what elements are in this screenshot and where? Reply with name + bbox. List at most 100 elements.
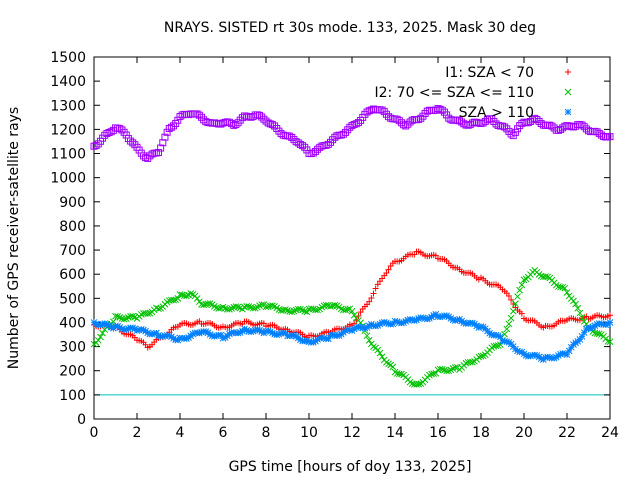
series-3-marker [361,110,369,118]
series-3-marker [163,128,171,136]
series-2-marker [383,319,390,327]
series-2-marker [598,320,605,328]
series-2-marker [140,326,147,334]
series-3-marker [533,115,541,123]
series-2-marker [129,324,137,332]
y-tick-label: 600 [59,267,86,283]
series-2-marker [144,329,152,337]
series-1-marker [251,304,259,312]
series-1-marker [415,380,423,388]
series-3-marker [266,120,274,128]
series-3-marker [434,105,442,113]
series-2-marker [374,322,382,329]
series-1-marker [514,293,521,300]
series-3-marker [576,120,584,128]
series-2-marker [346,326,354,334]
series-2-marker [243,326,251,334]
series-1-marker [445,367,453,375]
series-1-marker [125,314,132,321]
series-2-marker [393,318,401,325]
x-tick-label: 22 [558,425,576,441]
series-1-marker [374,346,382,354]
series-1-marker [578,314,586,322]
series-0-marker [374,281,381,288]
series-1-marker [479,352,487,360]
series-1-marker [348,307,356,315]
series-0-marker [508,296,515,303]
series-3-marker [339,130,347,138]
series-1-marker [451,364,459,371]
y-tick-label: 300 [59,340,86,356]
series-2-marker [161,332,169,340]
series-2-marker [606,319,614,326]
legend-label-2: SZA > 110 [459,105,534,121]
series-2-marker [125,325,132,332]
series-3-marker [402,122,410,130]
series-3-marker [477,120,485,128]
series-2-marker [107,323,115,331]
series-2-marker [587,324,595,332]
series-2-marker [402,318,410,325]
series-3-marker [542,121,549,129]
series-2-marker [576,335,584,343]
series-3-marker [324,140,332,148]
series-1-marker [342,306,349,314]
series-3-marker [92,141,100,149]
series-2-marker [436,313,444,321]
series-1-marker [561,284,569,292]
series-1-marker [245,303,253,310]
x-axis-label: GPS time [hours of doy 133, 2025] [229,459,472,475]
legend-label-1: I2: 70 <= SZA <= 110 [374,85,534,101]
series-3-marker [406,118,414,126]
series-1-marker [176,291,184,298]
series-2-marker [122,326,130,333]
series-2-marker [266,328,274,335]
series-1-marker [327,303,334,310]
series-2-marker [453,316,461,324]
series-2-marker [114,322,122,330]
series-1-marker [195,298,203,306]
series-2-marker [550,354,558,362]
series-1-marker [258,301,266,309]
series-1-marker [507,314,515,322]
series-2-marker [544,353,552,361]
series-2-marker [527,352,534,360]
y-tick-label: 500 [59,291,86,307]
series-2-marker [305,338,313,346]
series-1-marker [438,365,446,373]
series-2-marker [565,347,573,355]
series-3-marker [129,139,137,147]
series-2-marker [410,317,418,324]
legend-marker-0 [565,69,571,75]
series-2-marker [496,333,504,341]
series-1-marker [183,292,190,300]
series-2-marker [391,317,399,325]
series-2-marker [503,338,511,345]
series-3-marker [107,128,115,136]
series-2-marker [443,312,450,320]
series-1-marker [365,336,373,344]
series-2-marker [376,320,384,328]
series-3-marker [260,115,268,123]
series-1-marker [542,273,549,280]
series-3-marker [157,144,165,152]
series-1-marker [378,353,386,361]
series-0-marker [357,309,364,316]
series-2-marker [361,324,369,332]
series-3-marker [606,133,614,141]
series-2-marker [469,319,476,327]
series-0-marker [505,293,512,300]
series-2-marker [582,325,590,333]
series-2-marker [408,316,416,324]
series-3-marker [417,114,425,122]
series-2-marker [195,329,203,337]
series-2-marker [327,332,334,339]
series-1-marker [247,304,255,311]
series-1-marker [187,290,195,297]
series-2-marker [320,334,328,342]
x-tick-label: 14 [386,425,404,441]
series-1-marker [363,332,371,340]
series-3-marker [438,106,446,114]
series-1-marker [215,305,223,312]
